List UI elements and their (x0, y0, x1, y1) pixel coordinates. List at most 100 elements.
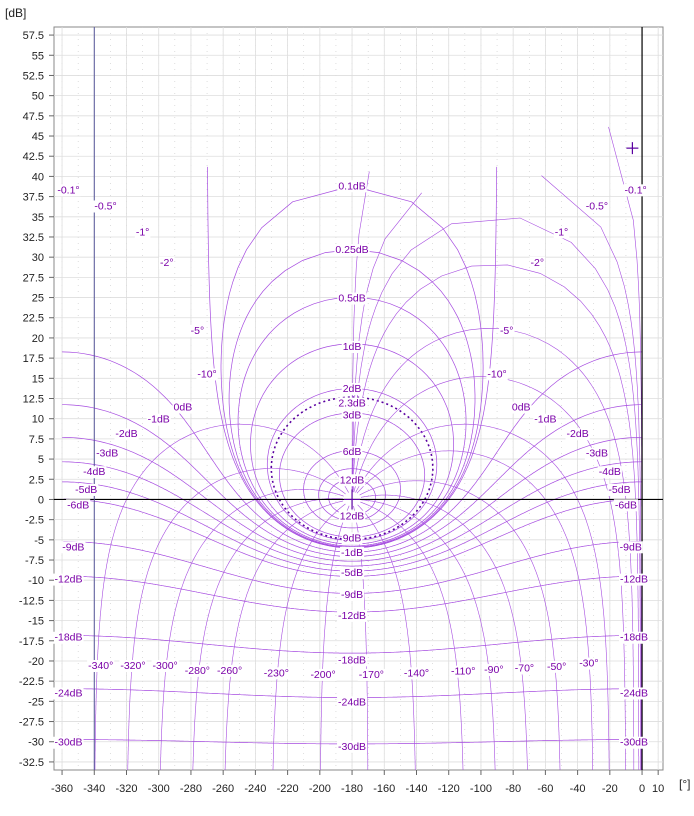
magnitude-label-background (337, 696, 368, 709)
magnitude-label: -24dB (54, 687, 82, 699)
magnitude-label-background (533, 413, 558, 426)
magnitude-label: 0.25dB (335, 244, 368, 256)
magnitude-label: -4dB (83, 466, 105, 478)
magnitude-label: 0.5dB (338, 293, 365, 305)
magnitude-label-background (607, 483, 632, 496)
phase-contour (361, 494, 528, 770)
y-tick-label: 45 (32, 131, 44, 143)
magnitude-label: -12dB (620, 574, 648, 586)
magnitude-label-background (334, 244, 370, 257)
phase-label-background (513, 662, 536, 675)
y-tick-label: 22.5 (23, 313, 44, 325)
x-tick-label: -40 (570, 783, 586, 795)
phase-label: -1° (555, 226, 569, 238)
magnitude-label-background (618, 631, 650, 644)
y-tick-label: -5 (34, 535, 44, 547)
y-tick-label: 30 (32, 252, 44, 264)
phase-contour (356, 450, 594, 770)
magnitude-label: -9dB (620, 541, 642, 553)
magnitude-label: -3dB (96, 448, 118, 460)
phase-label-background (553, 226, 570, 239)
magnitude-label-background (53, 687, 84, 700)
magnitude-label: -6dB (615, 499, 637, 511)
phase-label: -1° (136, 226, 150, 238)
phase-contour (360, 501, 464, 770)
magnitude-label: -9dB (341, 589, 363, 601)
magnitude-label-background (584, 447, 610, 460)
phase-label: -50° (547, 661, 566, 673)
y-tick-label: 20 (32, 333, 44, 345)
magnitude-label: -18dB (54, 632, 82, 644)
x-axis-unit: [°] (679, 777, 690, 791)
y-tick-label: -22.5 (19, 676, 44, 688)
magnitude-label: 12dB (340, 511, 365, 523)
phase-contour (355, 423, 610, 770)
phase-label: -10° (487, 368, 506, 380)
magnitude-label-background (172, 401, 194, 414)
phase-label-background (196, 368, 218, 381)
magnitude-label: 0dB (512, 402, 531, 414)
phase-label: -10° (197, 368, 216, 380)
magnitude-label-background (53, 631, 84, 644)
phase-contour (361, 499, 496, 770)
phase-label: -5° (191, 325, 205, 337)
y-tick-label: -7.5 (25, 555, 44, 567)
phase-label: -0.5° (586, 200, 608, 212)
phase-label: -280° (185, 665, 210, 677)
x-tick-label: -20 (602, 783, 618, 795)
phase-label: -5° (500, 325, 514, 337)
phase-label: -230° (264, 667, 289, 679)
phase-label: -70° (515, 662, 534, 674)
phase-contour (272, 503, 346, 770)
magnitude-label: 2dB (343, 383, 362, 395)
magnitude-label-background (146, 413, 171, 426)
magnitude-label-background (337, 654, 368, 667)
magnitude-label-background (618, 541, 643, 554)
magnitude-label-background (74, 483, 99, 496)
y-tick-label: 27.5 (23, 272, 44, 284)
magnitude-label: -24dB (620, 687, 648, 699)
x-tick-label: -120 (438, 783, 460, 795)
phase-label-background (529, 257, 546, 270)
magnitude-label-background (618, 573, 650, 586)
phase-label: -0.1° (57, 184, 79, 196)
magnitude-contour (63, 635, 643, 654)
phase-label-background (450, 665, 477, 678)
y-tick-label: -30 (28, 737, 44, 749)
phase-label: -30° (579, 658, 598, 670)
phase-label: -110° (451, 666, 475, 678)
magnitude-label: -1dB (341, 547, 363, 559)
magnitude-label: -5dB (75, 484, 97, 496)
y-tick-label: 57.5 (23, 30, 44, 42)
phase-label-background (183, 664, 211, 677)
phase-contour (160, 489, 344, 770)
magnitude-label: -2dB (567, 428, 589, 440)
phase-label-background (357, 668, 385, 681)
magnitude-label-background (337, 180, 367, 193)
phase-label-background (151, 660, 179, 673)
x-tick-label: -280 (180, 783, 202, 795)
magnitude-label-background (53, 736, 84, 749)
y-tick-label: 32.5 (23, 232, 44, 244)
y-tick-label: -20 (28, 656, 44, 668)
magnitude-label: -30dB (620, 737, 648, 749)
magnitude-label-background (66, 499, 91, 512)
phase-label-background (262, 667, 290, 680)
phase-contour (359, 480, 561, 770)
x-tick-label: 0 (639, 783, 645, 795)
magnitude-label-background (82, 466, 107, 479)
y-tick-label: 50 (32, 91, 44, 103)
y-tick-label: -12.5 (19, 595, 44, 607)
magnitude-label: -6dB (67, 499, 89, 511)
magnitude-label-background (339, 588, 365, 601)
x-tick-label: -300 (148, 783, 170, 795)
phase-contour (224, 500, 344, 770)
phase-label: -90° (484, 664, 503, 676)
x-tick-label: -340 (83, 783, 105, 795)
magnitude-label-background (337, 397, 367, 410)
phase-label-background (134, 226, 151, 239)
y-tick-label: 55 (32, 50, 44, 62)
phase-label-background (119, 660, 147, 673)
magnitude-label: 12dB (340, 474, 365, 486)
